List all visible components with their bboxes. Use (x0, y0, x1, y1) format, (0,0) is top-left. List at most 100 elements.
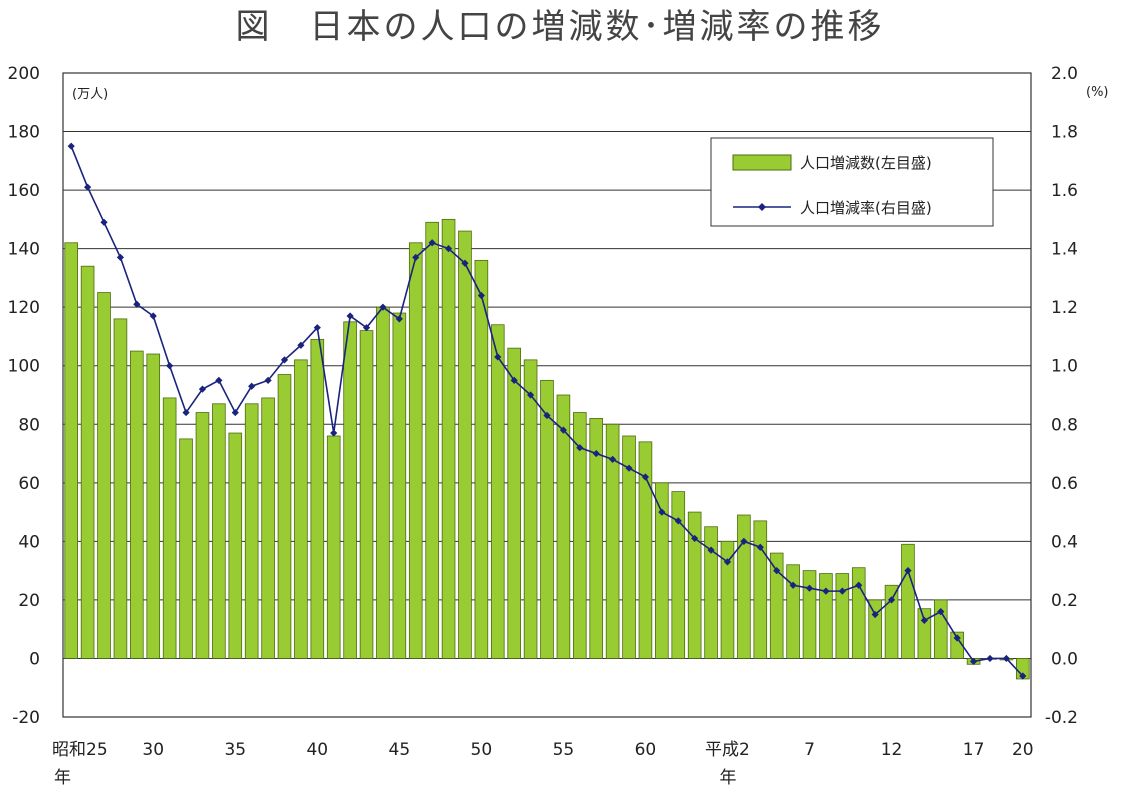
bar (376, 306, 390, 659)
rate-point (658, 508, 666, 516)
rate-point (67, 142, 75, 150)
bar (835, 573, 850, 659)
rate-point (838, 587, 846, 595)
bar (622, 435, 636, 659)
bar (901, 543, 915, 659)
rate-point (576, 444, 584, 452)
x-tick-sublabel: 年 (719, 768, 736, 788)
bar (97, 292, 111, 659)
bar (851, 567, 866, 659)
bar (540, 379, 554, 659)
right-tick-label: 1.8 (1051, 123, 1078, 143)
bar (507, 347, 521, 659)
rate-point (723, 558, 732, 566)
right-tick-label: 0.8 (1051, 415, 1078, 435)
bar (343, 321, 357, 659)
rate-point (707, 546, 715, 554)
left-axis-unit: (万人) (72, 87, 108, 102)
rate-point (920, 616, 928, 624)
bar (80, 265, 95, 659)
rate-point (149, 312, 157, 320)
rate-point (84, 183, 92, 191)
bar (64, 242, 79, 659)
rate-point (969, 657, 978, 665)
right-tick-label: 0.6 (1051, 474, 1078, 494)
rate-point (346, 312, 354, 320)
bar (605, 423, 620, 659)
bar (294, 359, 308, 659)
x-tick-label: 12 (881, 740, 903, 760)
legend-bar-label: 人口増減数(左目盛) (800, 154, 932, 172)
rate-point (855, 581, 863, 589)
plot-frame (62, 72, 1032, 718)
bar (474, 259, 489, 659)
bar-series (64, 218, 1030, 680)
rate-point (248, 382, 256, 390)
legend-bar-swatch (732, 154, 792, 171)
bar (753, 520, 768, 659)
bar (408, 242, 423, 659)
bar (162, 397, 177, 659)
bar (179, 438, 193, 659)
rate-point (641, 473, 650, 481)
rate-point (494, 353, 502, 361)
bar (638, 441, 653, 659)
bar (113, 318, 128, 659)
right-tick-label: 1.4 (1051, 240, 1078, 260)
rate-point (953, 634, 961, 642)
rate-point (592, 449, 600, 458)
rate-point (871, 610, 879, 619)
bar (195, 412, 210, 659)
rate-point (133, 300, 141, 308)
legend: 人口増減数(左目盛) 人口増減率(右目盛) (710, 137, 994, 227)
rate-point (379, 303, 387, 311)
rate-point (559, 426, 568, 434)
bar (884, 584, 899, 659)
bar (130, 350, 144, 659)
rate-point (773, 567, 781, 575)
right-tick-label: 1.0 (1051, 357, 1078, 377)
rate-point (609, 455, 617, 463)
rate-point (280, 356, 289, 364)
rate-point (100, 218, 108, 226)
bar (359, 330, 374, 659)
rate-point (477, 291, 485, 300)
left-tick-label: 0 (29, 649, 40, 669)
rate-point (937, 608, 945, 616)
bar (425, 221, 439, 659)
left-tick-label: 40 (18, 532, 40, 552)
rate-point (297, 341, 305, 349)
x-tick-label: 7 (804, 740, 815, 760)
rate-point (215, 376, 223, 384)
x-tick-label: 17 (963, 740, 985, 760)
rate-point (986, 654, 994, 663)
rate-point (362, 324, 371, 332)
right-tick-label: 2.0 (1051, 64, 1078, 84)
x-tick-label: 50 (471, 740, 493, 760)
rate-point (691, 534, 699, 543)
left-tick-label: 160 (8, 181, 40, 201)
rate-point (313, 324, 321, 332)
rate-point (231, 408, 239, 417)
bar (146, 353, 161, 659)
rate-point (526, 391, 535, 399)
x-tick-label: 60 (635, 740, 657, 760)
left-tick-label: 200 (8, 64, 40, 84)
rate-point (444, 245, 453, 253)
rate-point (904, 567, 912, 575)
x-tick-label: 45 (389, 740, 411, 760)
x-tick-label: 平成2 (705, 740, 750, 760)
x-tick-sublabel: 年 (54, 768, 71, 788)
bar (737, 514, 751, 659)
rate-point (182, 408, 190, 417)
x-tick-label: 昭和25 (52, 740, 108, 760)
bar (687, 511, 702, 659)
right-tick-label: 1.6 (1051, 181, 1078, 201)
bar (917, 608, 932, 659)
bar (655, 482, 669, 659)
bar (228, 432, 243, 659)
rate-point (740, 537, 748, 545)
left-tick-label: 20 (18, 591, 40, 611)
bar (441, 218, 456, 659)
